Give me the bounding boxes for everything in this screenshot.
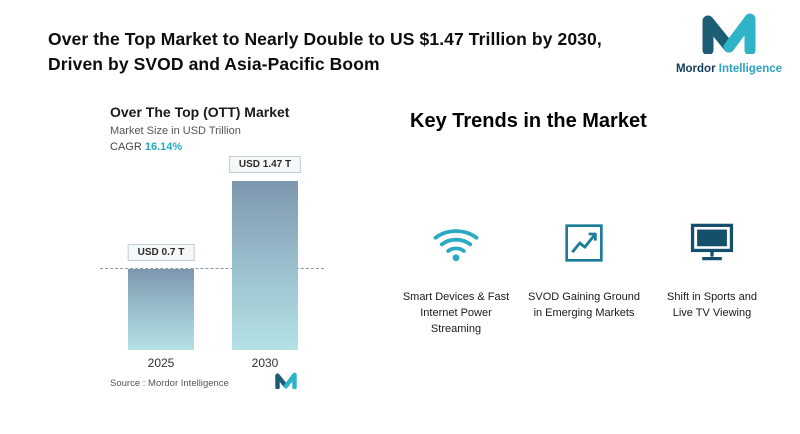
page-title-line2: Driven by SVOD and Asia-Pacific Boom	[48, 53, 380, 74]
trend-label-svod: SVOD Gaining Ground in Emerging Markets	[528, 291, 640, 319]
wifi-icon	[432, 220, 480, 266]
trend-label-streaming: Smart Devices & Fast Internet Power Stre…	[402, 291, 510, 335]
bar-group-2025: USD 0.7 T 2025	[127, 142, 195, 370]
cagr-value: 16.14%	[144, 141, 183, 153]
bar-value-label-2030: USD 1.47 T	[228, 156, 302, 173]
bar-2030	[232, 181, 298, 350]
mordor-logo-mini-icon	[274, 372, 298, 394]
source-row: Source : Mordor Intelligence	[110, 372, 298, 394]
page-title: Over the Top Market to Nearly Double to …	[48, 27, 668, 76]
brand-name-primary: Mordor	[675, 63, 716, 75]
tv-icon	[690, 220, 734, 266]
trend-label-livetv: Shift in Sports and Live TV Viewing	[667, 291, 757, 319]
bar-value-label-2025: USD 0.7 T	[127, 244, 195, 261]
cagr-line: CAGR 16.14%	[110, 141, 182, 153]
reference-line	[100, 268, 324, 269]
growth-chart-icon	[564, 220, 604, 266]
trend-item-svod: SVOD Gaining Ground in Emerging Markets	[524, 220, 644, 338]
x-axis-label-2025: 2025	[147, 356, 175, 370]
source-value: Mordor Intelligence	[148, 377, 229, 389]
brand-name: Mordor Intelligence	[676, 63, 782, 75]
chart-subtitle: Market Size in USD Trillion	[110, 125, 241, 137]
x-axis-label-2030: 2030	[251, 356, 279, 370]
source-label: Source :	[110, 377, 146, 389]
cagr-label: CAGR	[110, 141, 142, 153]
page-title-line1: Over the Top Market to Nearly Double to …	[48, 29, 602, 49]
bar-chart: USD 0.7 T 2025 USD 1.47 T 2030	[100, 142, 324, 370]
trend-item-livetv: Shift in Sports and Live TV Viewing	[652, 220, 772, 338]
trend-row: Smart Devices & Fast Internet Power Stre…	[396, 220, 780, 338]
trends-heading: Key Trends in the Market	[410, 110, 647, 132]
mordor-logo-icon	[700, 12, 758, 59]
source-text: Source : Mordor Intelligence	[110, 378, 229, 389]
trend-item-streaming: Smart Devices & Fast Internet Power Stre…	[396, 220, 516, 338]
brand-name-secondary: Intelligence	[718, 63, 783, 75]
chart-title: Over The Top (OTT) Market	[110, 104, 290, 120]
bar-2025	[128, 269, 194, 350]
brand-logo: Mordor Intelligence	[676, 12, 782, 75]
bar-group-2030: USD 1.47 T 2030	[228, 142, 302, 370]
